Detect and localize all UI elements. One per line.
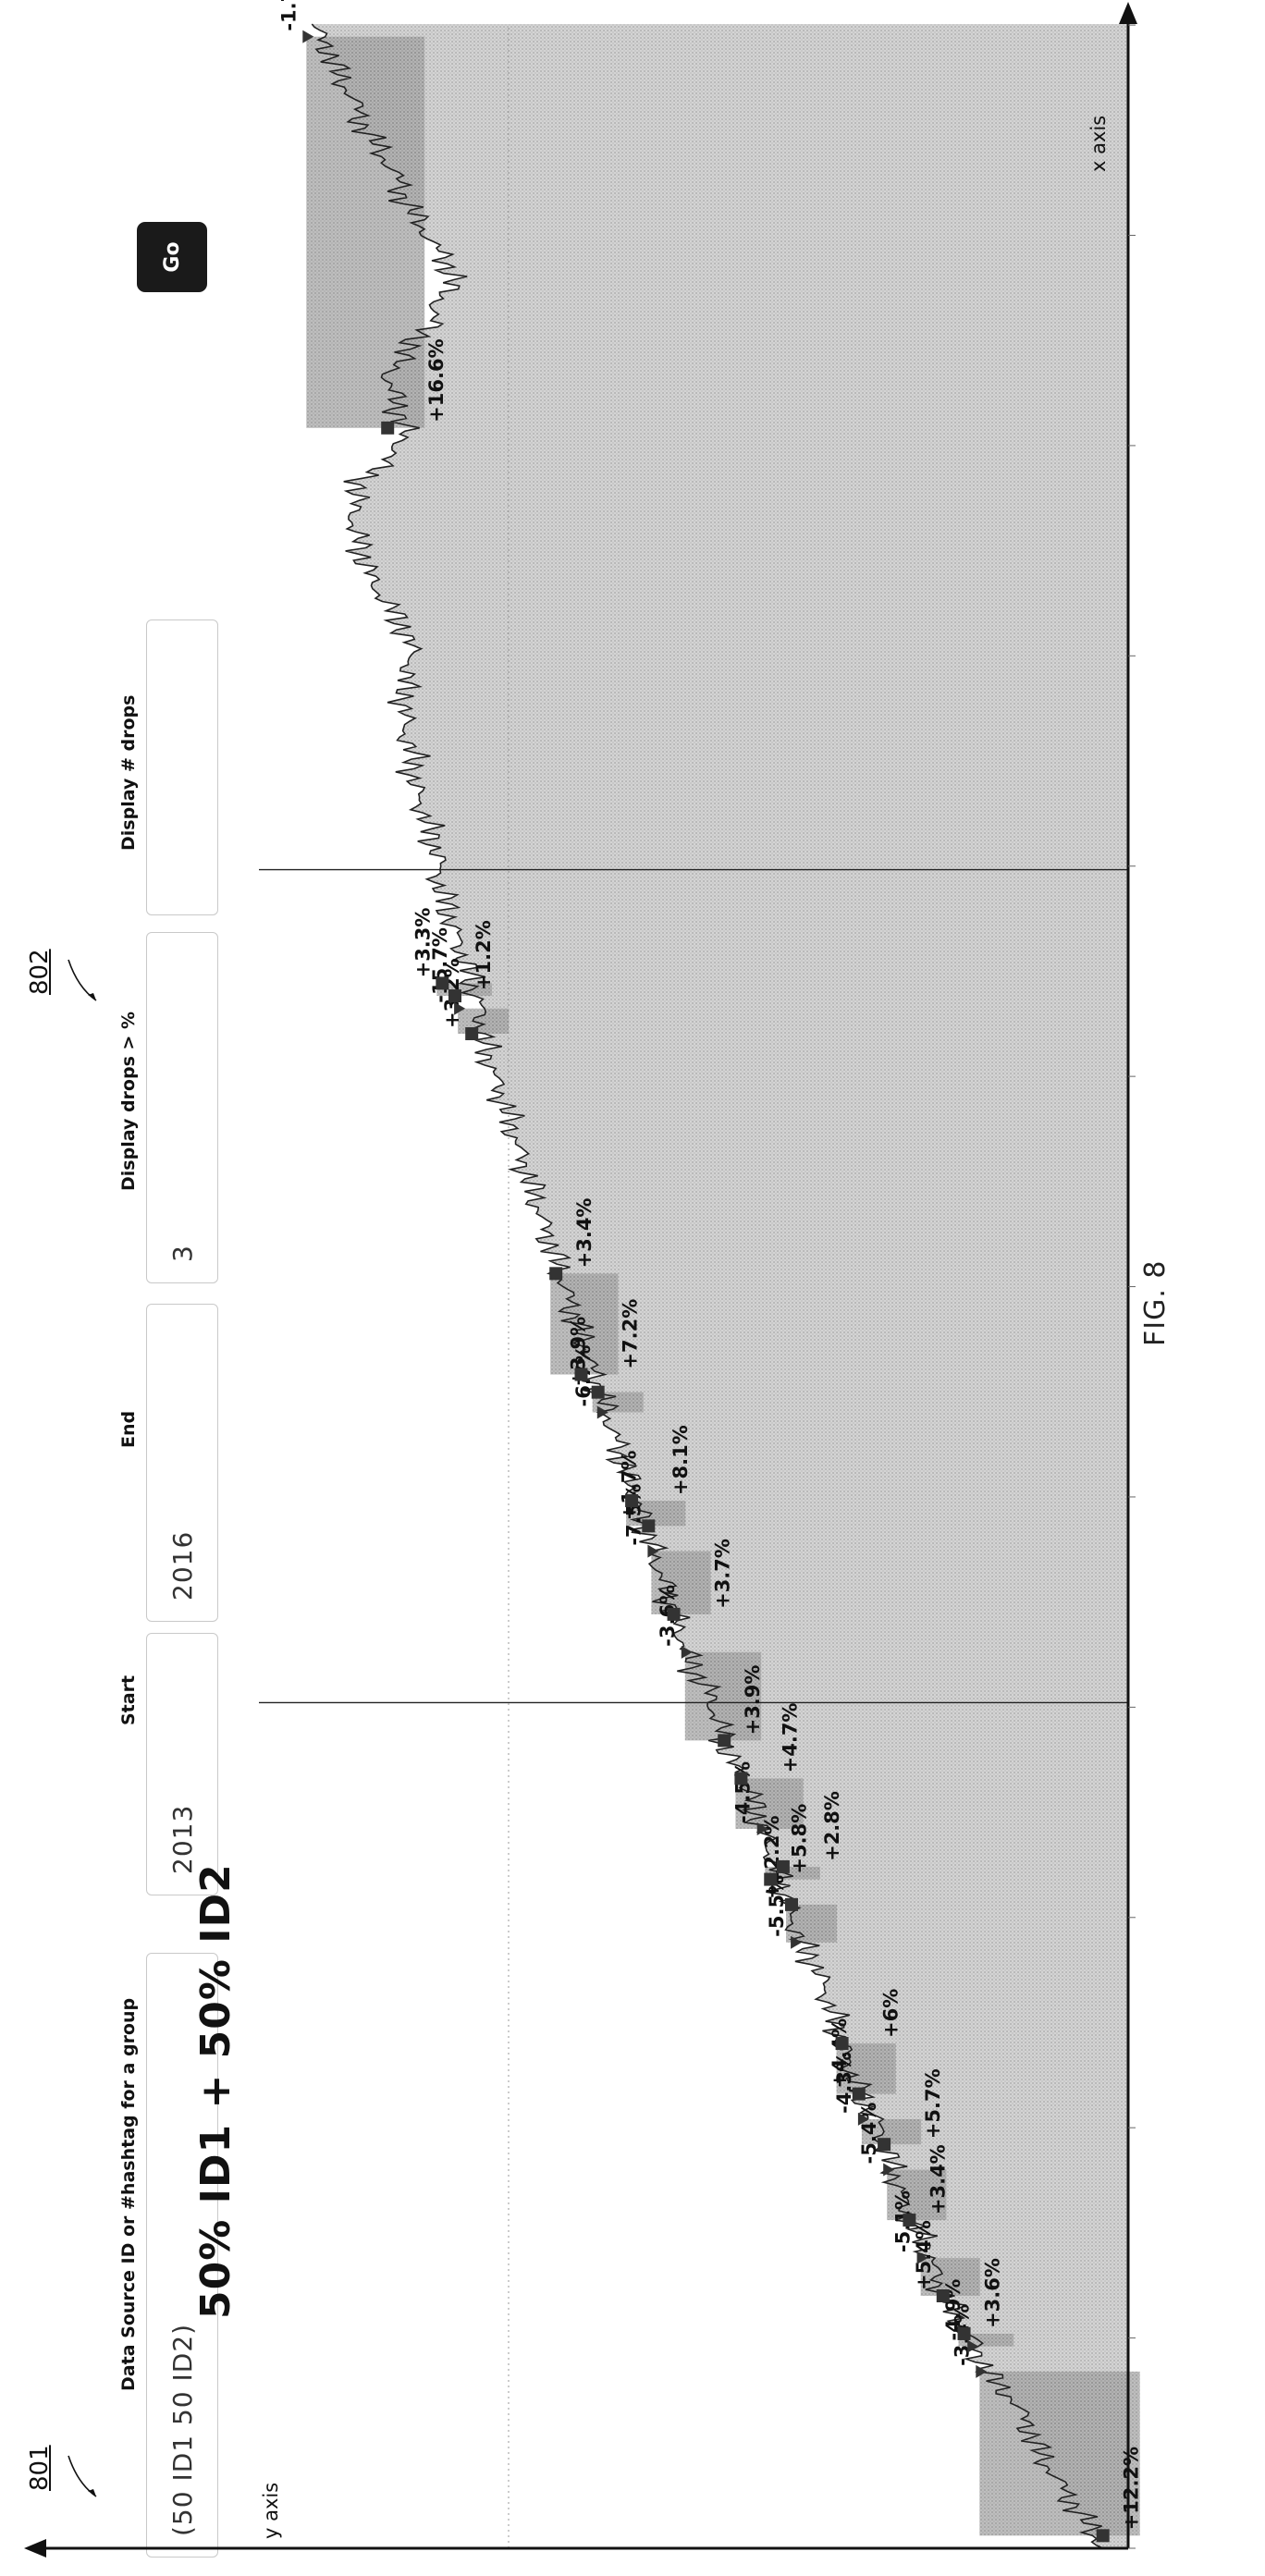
drop-marker [957,2326,971,2340]
drop-label: +16.6% [425,338,448,422]
drop-label: -4.3% [833,2052,855,2114]
drop-region [592,1392,644,1413]
drop-marker [302,30,314,43]
drop-label: +2.8% [821,1791,843,1861]
drop-label: -7.5% [622,1484,645,1546]
drop-marker [454,1001,466,1015]
drop-marker [642,1519,656,1533]
chart-plot-area: +12.2%-3.4%-4.9%+3.6%+5.4%-5.1%+3.4%-5.4… [24,0,1143,2558]
drop-label: +6% [880,1989,903,2038]
area-fill [312,24,1128,2548]
drop-marker [967,2339,979,2353]
drop-label: +12.2% [1121,2447,1143,2530]
drop-label: +5.4% [913,2220,935,2290]
drop-label: +1.7% [618,1451,640,1521]
drop-marker [647,1544,659,1558]
drop-marker [465,1027,479,1040]
drop-label: +3.9% [742,1665,764,1736]
drop-region [306,36,425,428]
drop-label: +8.1% [669,1425,692,1495]
series-line [311,23,1104,2549]
drop-region [861,2118,922,2145]
drop-marker [436,976,449,990]
drop-label: +3.4% [573,1198,596,1269]
drop-marker [835,2037,849,2050]
drop-marker [667,1607,681,1621]
drop-label: +1.2% [473,920,495,990]
drop-marker [549,1267,563,1281]
drop-marker [936,2289,950,2302]
drop-label: +3.3% [411,908,434,978]
drop-label: +7.2% [620,1299,642,1369]
drop-region [684,1651,762,1741]
drop-marker [976,2364,988,2378]
drop-marker [785,1897,798,1911]
drop-marker [883,2163,895,2177]
drop-marker [718,1734,731,1748]
drop-label: +5.8% [788,1804,810,1874]
drop-marker [734,1772,748,1785]
drop-label: -1.7% below peak [277,0,300,31]
x-axis-arrow [1119,2,1137,24]
drop-marker [776,1859,790,1873]
y-axis-label: y axis [260,2483,282,2539]
drop-marker [681,1645,693,1659]
drop-label: -5.4% [858,2103,880,2165]
drop-region [887,2169,947,2221]
y-axis-arrow [24,2539,46,2558]
drop-marker [591,1385,605,1399]
drop-region [979,2371,1140,2536]
drop-marker [857,2112,869,2126]
drop-label: +5.7% [922,2068,944,2139]
drop-marker [852,2087,866,2101]
leader-line-801 [68,2455,97,2497]
drop-marker [625,1494,639,1508]
drop-marker [381,421,395,435]
drop-label: +4.4% [829,2018,851,2089]
leader-line-802 [68,959,97,1001]
drop-label: +3.4% [927,2144,949,2214]
drop-marker [916,2251,928,2265]
drop-label: +4.7% [779,1703,801,1773]
drop-marker [448,989,461,1003]
drop-region [651,1551,711,1614]
figure-caption: FIG. 8 [1139,1259,1172,1346]
drop-marker [903,2214,916,2227]
drop-region [626,1501,686,1527]
x-axis-label: x axis [1087,116,1110,172]
drop-marker [1096,2529,1110,2543]
drop-region [735,1778,804,1829]
drop-marker [791,1935,803,1949]
drop-label: +3.6% [982,2258,1004,2328]
drop-marker [764,1872,778,1886]
drop-marker [596,1405,608,1419]
drop-label: -4.5% [732,1761,755,1823]
drop-marker [574,1368,588,1381]
drop-label: -15.7% [429,927,451,1003]
drop-marker [756,1822,768,1835]
drop-label: +3.7% [712,1539,734,1609]
drop-marker [878,2138,891,2152]
